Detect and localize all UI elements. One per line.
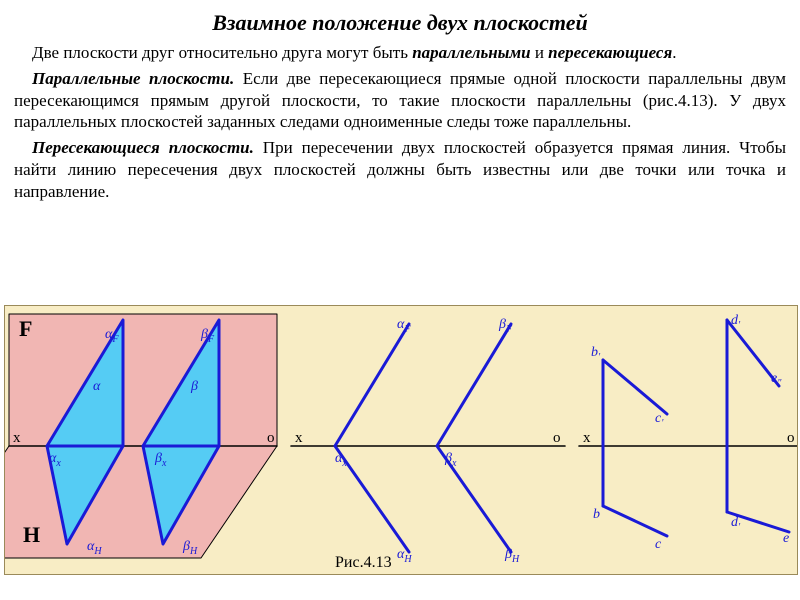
svg-text:αx: αx <box>335 451 347 469</box>
intro-bold-b: параллельными <box>412 43 530 62</box>
intro-text-e: . <box>672 43 676 62</box>
svg-text:x: x <box>13 430 21 446</box>
figure-svg: FHxoαFααxαHβFββxβHxoαFαxαHβFβxβHxob'c'bc… <box>5 306 797 562</box>
svg-text:αH: αH <box>397 547 412 562</box>
svg-text:o: o <box>787 430 795 446</box>
svg-text:d': d' <box>731 515 741 533</box>
svg-text:F: F <box>19 316 32 341</box>
svg-text:b': b' <box>591 345 601 363</box>
intro-paragraph: Две плоскости друг относительно друга мо… <box>14 42 786 64</box>
svg-text:c: c <box>655 537 662 552</box>
svg-text:α: α <box>93 379 101 394</box>
intro-text-c: и <box>531 43 549 62</box>
svg-text:e": e" <box>771 371 782 389</box>
svg-text:o: o <box>553 430 561 446</box>
svg-text:βH: βH <box>504 547 520 562</box>
svg-text:x: x <box>295 430 303 446</box>
svg-text:b: b <box>593 507 600 522</box>
page-title: Взаимное положение двух плоскостей <box>14 10 786 36</box>
paragraph-intersecting: Пересекающиеся плоскости. При пересечени… <box>14 137 786 202</box>
svg-text:o: o <box>267 430 275 446</box>
svg-text:x: x <box>583 430 591 446</box>
p1-lead: Параллельные плоскости. <box>32 69 234 88</box>
svg-text:H: H <box>23 522 40 547</box>
svg-text:c': c' <box>655 411 664 429</box>
p2-lead: Пересекающиеся плоскости. <box>32 138 254 157</box>
figure-caption: Рис.4.13 <box>335 554 392 572</box>
svg-text:β: β <box>190 379 198 394</box>
intro-text-a: Две плоскости друг относительно друга мо… <box>32 43 412 62</box>
svg-text:αF: αF <box>397 317 411 335</box>
svg-text:e: e <box>783 531 789 546</box>
figure-4-13: FHxoαFααxαHβFββxβHxoαFαxαHβFβxβHxob'c'bc… <box>4 305 798 575</box>
svg-text:βF: βF <box>498 317 513 335</box>
paragraph-parallel: Параллельные плоскости. Если две пересек… <box>14 68 786 133</box>
intro-bold-d: пересекающиеся <box>548 43 672 62</box>
